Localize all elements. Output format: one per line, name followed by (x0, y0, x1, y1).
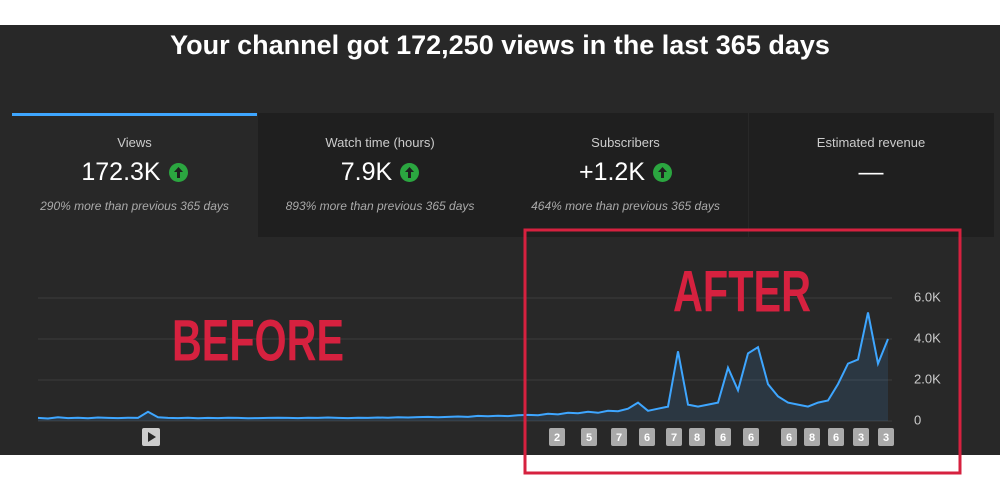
marker-label: 6 (644, 432, 650, 444)
metric-card[interactable]: Views 172.3K 290% more than previous 365 d… (12, 113, 257, 237)
marker-label: 6 (748, 432, 754, 444)
card-value-row: 7.9K (258, 158, 503, 187)
panel (0, 25, 1000, 455)
y-tick-label: 2.0K (914, 371, 941, 386)
marker-label: 7 (616, 432, 622, 444)
metric-card[interactable]: Subscribers +1.2K 464% more than previous … (503, 113, 748, 237)
title: Your channel got 172,250 views in the la… (170, 30, 830, 60)
marker-badge[interactable] (853, 428, 869, 446)
card-value: +1.2K (578, 158, 646, 186)
marker-label: 6 (786, 432, 792, 444)
marker-badge[interactable] (689, 428, 705, 446)
play-icon (148, 432, 156, 442)
annotation: BEFORE (172, 308, 344, 373)
marker-badge[interactable] (581, 428, 597, 446)
plot: 0 2.0K 4.0K 6.0K 2 5 7 6 7 8 6 6 6 8 6 3 3 (37, 289, 941, 446)
marker-label: 2 (554, 432, 560, 444)
up-icon (168, 163, 188, 182)
marker-label: 7 (671, 432, 677, 444)
up-icon (653, 163, 673, 182)
y-tick-label: 0 (914, 412, 921, 427)
up-icon (400, 163, 420, 182)
marker-badge[interactable] (549, 428, 565, 446)
marker-label: 3 (858, 432, 864, 444)
highlight-box (523, 228, 962, 475)
marker-badge[interactable] (666, 428, 682, 446)
card-label: Estimated revenue (816, 135, 926, 150)
card-note: 464% more than previous 365 days (531, 199, 720, 213)
marker-badge[interactable] (878, 428, 894, 446)
marker-badge[interactable] (611, 428, 627, 446)
marker-label: 8 (809, 432, 815, 444)
card-note: 290% more than previous 365 days (40, 199, 229, 213)
card-value-row: — (749, 158, 994, 187)
card-label: Views (117, 135, 152, 150)
card-value: 7.9K (340, 158, 393, 186)
marker-badge[interactable] (804, 428, 820, 446)
line (37, 312, 889, 420)
marker-label: 3 (883, 432, 889, 444)
marker-label: 6 (833, 432, 839, 444)
metric-card[interactable]: Estimated revenue — (748, 113, 994, 237)
marker-badge[interactable] (828, 428, 844, 446)
card-value-row: 172.3K (12, 158, 257, 187)
y-tick-label: 4.0K (914, 330, 941, 345)
card-note: 893% more than previous 365 days (285, 199, 475, 213)
annotation: AFTER (673, 259, 811, 324)
card-label: Watch time (hours) (325, 135, 435, 150)
marker-badge[interactable] (715, 428, 731, 446)
card-value: — (858, 158, 884, 186)
card-value: 172.3K (81, 158, 161, 186)
marker-badge[interactable] (639, 428, 655, 446)
marker-label: 5 (586, 432, 592, 444)
marker-label: 8 (694, 432, 700, 444)
marker-badge[interactable] (781, 428, 797, 446)
y-tick-label: 6.0K (914, 289, 941, 304)
area (38, 312, 888, 421)
metric-card[interactable]: Watch time (hours) 7.9K 893% more than pre… (257, 113, 503, 237)
card-value-row: +1.2K (503, 158, 748, 187)
marker-badge[interactable] (743, 428, 759, 446)
marker-label: 6 (720, 432, 726, 444)
card-label: Subscribers (591, 135, 660, 150)
